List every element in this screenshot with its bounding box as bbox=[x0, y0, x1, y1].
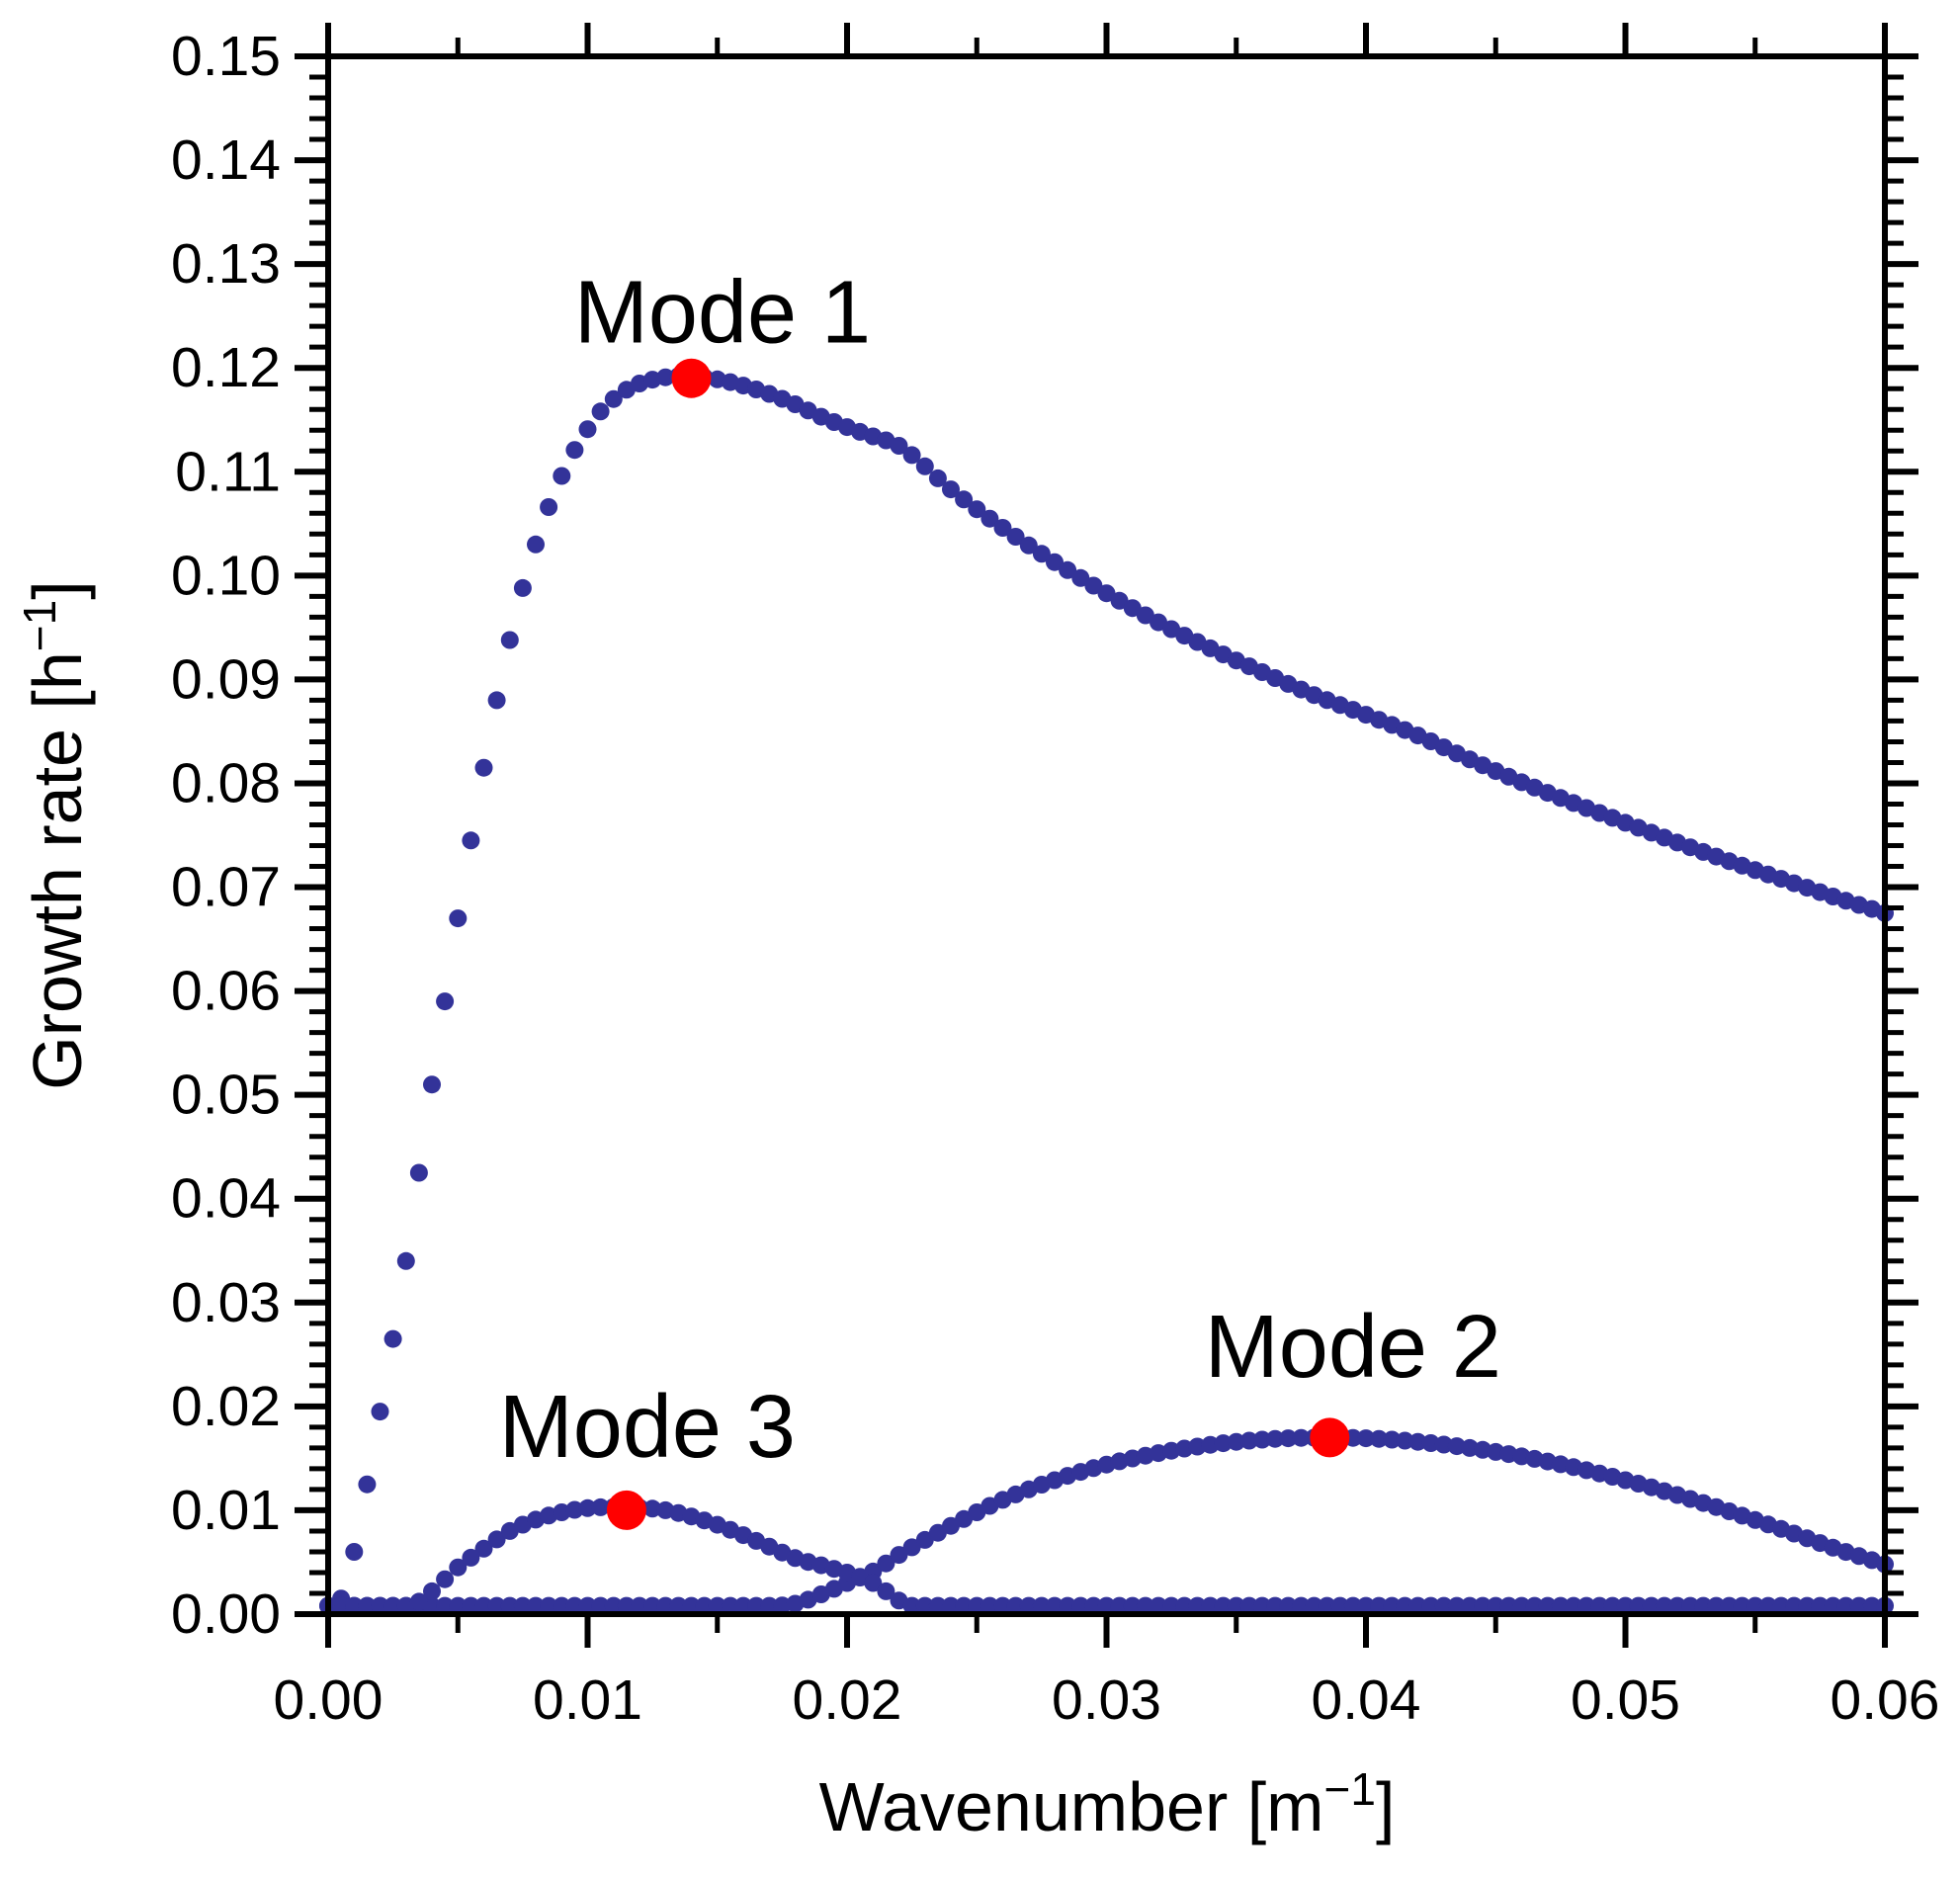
y-tick-label-0.02: 0.02 bbox=[171, 1375, 281, 1438]
peak-marker-mode-2 bbox=[1310, 1417, 1350, 1458]
y-tick-label-0.03: 0.03 bbox=[171, 1271, 281, 1334]
mode-1-label: Mode 1 bbox=[574, 264, 871, 363]
y-tick-label-0.06: 0.06 bbox=[171, 960, 281, 1023]
y-tick-label-0.12: 0.12 bbox=[171, 336, 281, 399]
y-axis-title: Growth rate [h−1] bbox=[14, 580, 96, 1089]
x-tick-label-0.04: 0.04 bbox=[1312, 1668, 1421, 1732]
x-tick-label-0.05: 0.05 bbox=[1571, 1668, 1680, 1732]
y-tick-label-0.11: 0.11 bbox=[175, 440, 281, 503]
y-tick-label-0.10: 0.10 bbox=[171, 544, 281, 607]
tick-labels-layer: 0.00 0.01 0.02 0.03 0.04 0.05 0.06 0.00 0.01 0.02… bbox=[171, 25, 1939, 1732]
y-tick-label-0.05: 0.05 bbox=[171, 1064, 281, 1127]
peak-marker-mode-3 bbox=[606, 1490, 646, 1530]
y-tick-label-0.13: 0.13 bbox=[171, 232, 281, 296]
data-points-layer bbox=[319, 367, 1894, 1615]
x-axis-title: Wavenumber [m−1] bbox=[819, 1763, 1396, 1845]
axes-frame-layer bbox=[295, 23, 1918, 1648]
series-mode-2-points bbox=[319, 1428, 1894, 1615]
mode-3-label: Mode 3 bbox=[499, 1378, 796, 1477]
series-mode-1-points bbox=[332, 367, 1894, 1608]
y-tick-label-0.04: 0.04 bbox=[171, 1167, 281, 1231]
y-tick-label-0.07: 0.07 bbox=[171, 856, 281, 919]
x-tick-label-0.03: 0.03 bbox=[1052, 1668, 1161, 1732]
series-mode-3-points bbox=[319, 1497, 1894, 1615]
y-tick-label-0.15: 0.15 bbox=[171, 25, 281, 88]
x-tick-label-0.01: 0.01 bbox=[533, 1668, 642, 1732]
y-tick-label-0.09: 0.09 bbox=[171, 647, 281, 711]
y-tick-label-0.08: 0.08 bbox=[171, 752, 281, 815]
mode-2-label: Mode 2 bbox=[1205, 1298, 1501, 1397]
y-tick-label-0.14: 0.14 bbox=[171, 128, 281, 192]
peak-markers-layer bbox=[606, 358, 1350, 1530]
x-tick-label-0.00: 0.00 bbox=[274, 1668, 383, 1732]
x-tick-label-0.02: 0.02 bbox=[793, 1668, 902, 1732]
y-tick-label-0.00: 0.00 bbox=[171, 1582, 281, 1646]
x-tick-label-0.06: 0.06 bbox=[1831, 1668, 1940, 1732]
y-tick-label-0.01: 0.01 bbox=[171, 1479, 281, 1542]
peak-marker-mode-1 bbox=[671, 358, 712, 398]
